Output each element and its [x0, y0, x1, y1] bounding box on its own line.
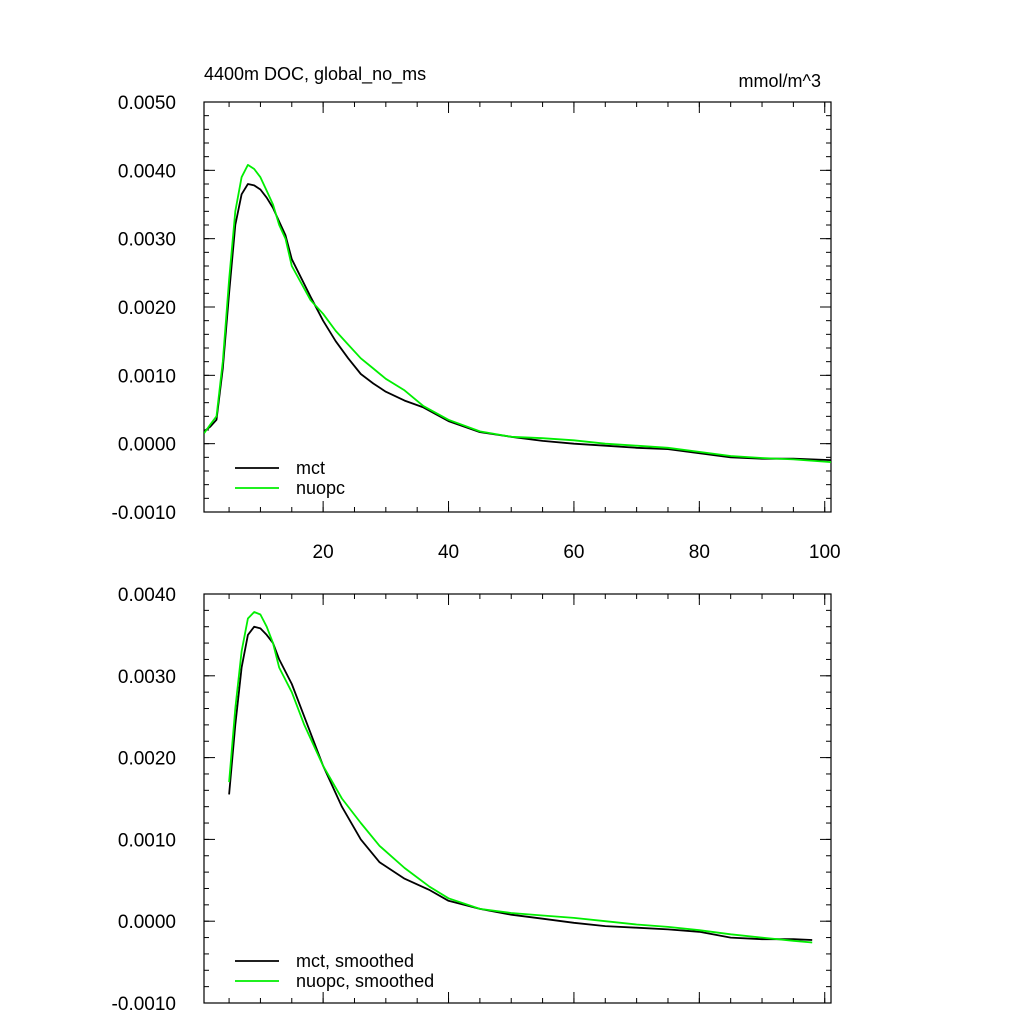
x-tick-label: 80	[689, 542, 710, 563]
y-tick-label: 0.0020	[118, 298, 176, 319]
series-line-nuopc-smoothed	[228, 611, 813, 944]
y-tick-label: -0.0010	[112, 994, 176, 1015]
legend-label: mct	[296, 458, 325, 478]
chart-title: 4400m DOC, global_no_ms	[204, 64, 426, 85]
y-tick-label: 0.0030	[118, 230, 176, 251]
series-line-mct-smoothed	[228, 625, 813, 941]
y-tick-label: 0.0040	[118, 161, 176, 182]
series-line-mct	[204, 183, 831, 461]
y-tick-label: 0.0030	[118, 667, 176, 688]
series-line-nuopc	[204, 164, 831, 463]
plot-frame	[203, 101, 832, 513]
x-tick-label: 20	[313, 542, 334, 563]
x-tick-label: 40	[438, 542, 459, 563]
bottom-panel: -0.0010 0.0000 0.0010 0.0020 0.0030 0.0040 mct…	[112, 585, 832, 1015]
y-tick-label: 0.0050	[118, 93, 176, 114]
y-tick-label: 0.0040	[118, 585, 176, 606]
y-tick-label: 0.0000	[118, 912, 176, 933]
top-panel: -0.0010 0.0000 0.0010 0.0020 0.0030 0.0040 0.0…	[112, 64, 841, 563]
y-tick-label: 0.0010	[118, 830, 176, 851]
y-tick-label: 0.0010	[118, 366, 176, 387]
legend-label: mct, smoothed	[296, 951, 414, 971]
y-tick-label: 0.0000	[118, 435, 176, 456]
plot-frame	[203, 593, 832, 1004]
x-tick-label: 100	[809, 542, 841, 563]
legend-label: nuopc, smoothed	[296, 971, 434, 991]
legend-label: nuopc	[296, 478, 345, 498]
x-tick-label: 60	[563, 542, 584, 563]
chart-units: mmol/m^3	[739, 71, 821, 91]
y-tick-label: 0.0020	[118, 749, 176, 770]
y-tick-label: -0.0010	[112, 503, 176, 524]
